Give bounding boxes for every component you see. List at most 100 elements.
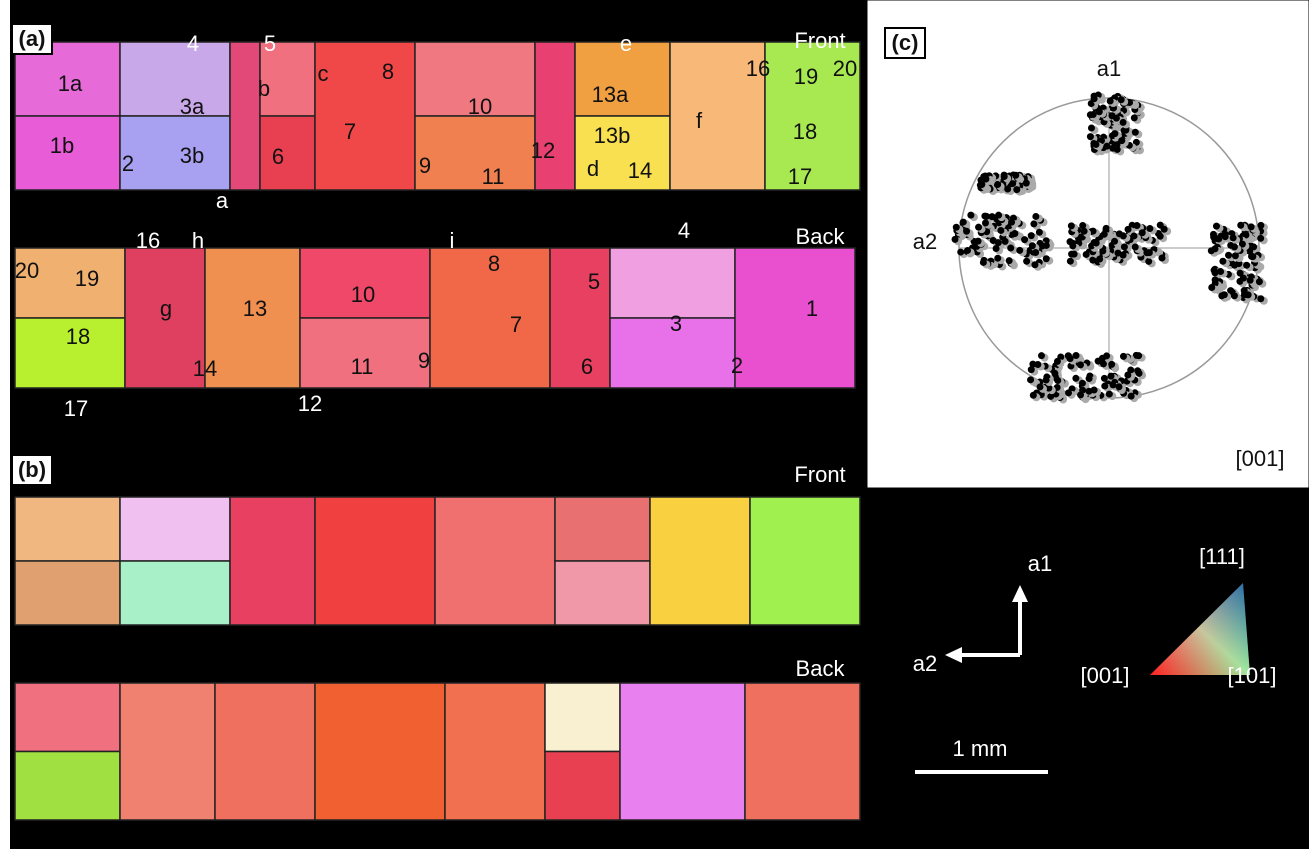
label: g xyxy=(160,296,172,321)
label: i xyxy=(450,228,455,253)
label: f xyxy=(696,108,703,133)
label: 1b xyxy=(50,133,74,158)
pole-point xyxy=(1145,258,1152,265)
label: a2 xyxy=(913,229,937,254)
pole-point xyxy=(994,181,1001,188)
pole-point xyxy=(1093,240,1100,247)
label: 19 xyxy=(794,64,818,89)
label: Back xyxy=(796,224,846,249)
pole-point xyxy=(1139,229,1146,236)
pole-point xyxy=(1028,366,1035,373)
label: 8 xyxy=(382,59,394,84)
label: a2 xyxy=(913,651,937,676)
pole-point xyxy=(1120,119,1127,126)
grain xyxy=(555,497,650,561)
label: 2 xyxy=(122,151,134,176)
pole-point xyxy=(1008,219,1015,226)
label: [001] xyxy=(1236,446,1285,471)
grain xyxy=(230,42,260,190)
pole-point xyxy=(1131,232,1138,239)
grain xyxy=(315,42,415,190)
grain xyxy=(260,116,315,190)
grain xyxy=(545,752,620,821)
pole-point xyxy=(1222,233,1229,240)
pole-point xyxy=(1068,222,1075,229)
pole-point xyxy=(1054,358,1061,365)
pole-point xyxy=(1069,242,1076,249)
pole-point xyxy=(1125,226,1132,233)
label: 3b xyxy=(180,143,204,168)
label: 13a xyxy=(592,82,629,107)
grain xyxy=(750,497,860,625)
pole-point xyxy=(1065,389,1072,396)
pole-point xyxy=(1247,277,1254,284)
grain xyxy=(535,42,575,190)
pole-point xyxy=(1208,284,1215,291)
pole-point xyxy=(1101,231,1108,238)
panel-label: (c) xyxy=(892,30,919,55)
pole-point xyxy=(1103,352,1110,359)
pole-point xyxy=(964,247,971,254)
label: 8 xyxy=(488,251,500,276)
label: a1 xyxy=(1028,551,1052,576)
label: [101] xyxy=(1228,663,1277,688)
label: 18 xyxy=(66,324,90,349)
pole-point xyxy=(1231,292,1238,299)
pole-point xyxy=(1110,381,1117,388)
pole-point xyxy=(978,181,985,188)
label: 3 xyxy=(670,311,682,336)
label: Front xyxy=(794,462,845,487)
grain xyxy=(435,497,555,625)
pole-point xyxy=(1071,251,1078,258)
label: 5 xyxy=(588,269,600,294)
pole-point xyxy=(1232,252,1239,259)
pole-point xyxy=(1031,261,1038,268)
grain xyxy=(15,752,120,821)
pole-point xyxy=(1213,223,1220,230)
label: Front xyxy=(794,28,845,53)
grain xyxy=(120,561,230,625)
label: 9 xyxy=(419,153,431,178)
pole-point xyxy=(1230,234,1237,241)
grain xyxy=(120,683,215,820)
pole-point xyxy=(1007,245,1014,252)
pole-point xyxy=(1237,222,1244,229)
label: a1 xyxy=(1097,56,1121,81)
pole-point xyxy=(1011,230,1018,237)
pole-point xyxy=(1079,380,1086,387)
pole-point xyxy=(1146,225,1153,232)
pole-point xyxy=(1128,393,1135,400)
pole-point xyxy=(1231,243,1238,250)
pole-point xyxy=(1093,141,1100,148)
pole-point xyxy=(1006,257,1013,264)
pole-point xyxy=(1114,146,1121,153)
label: d xyxy=(587,156,599,181)
pole-point xyxy=(1111,130,1118,137)
figure: (a)(b)(c)FrontBackFrontBack1a1b23a3b45ab… xyxy=(0,0,1309,849)
pole-point xyxy=(1037,383,1044,390)
pole-point xyxy=(1016,247,1023,254)
label: 4 xyxy=(678,218,690,243)
pole-point xyxy=(1121,243,1128,250)
pole-point xyxy=(1118,96,1125,103)
grain xyxy=(745,683,860,820)
grain xyxy=(230,497,315,625)
label: 3a xyxy=(180,94,205,119)
grain xyxy=(735,248,855,388)
label: 1 mm xyxy=(953,736,1008,761)
grain xyxy=(315,497,435,625)
pole-point xyxy=(1132,129,1139,136)
pole-point xyxy=(1038,352,1045,359)
pole-point xyxy=(1088,125,1095,132)
pole-point xyxy=(1030,392,1037,399)
grain xyxy=(555,561,650,625)
label: 19 xyxy=(75,266,99,291)
grain xyxy=(15,683,120,752)
label: 11 xyxy=(482,164,505,189)
label: 11 xyxy=(351,354,374,379)
pole-point xyxy=(1083,251,1090,258)
pole-point xyxy=(1067,355,1074,362)
grain xyxy=(15,497,120,561)
pole-point xyxy=(1096,108,1103,115)
label: 4 xyxy=(187,31,199,56)
